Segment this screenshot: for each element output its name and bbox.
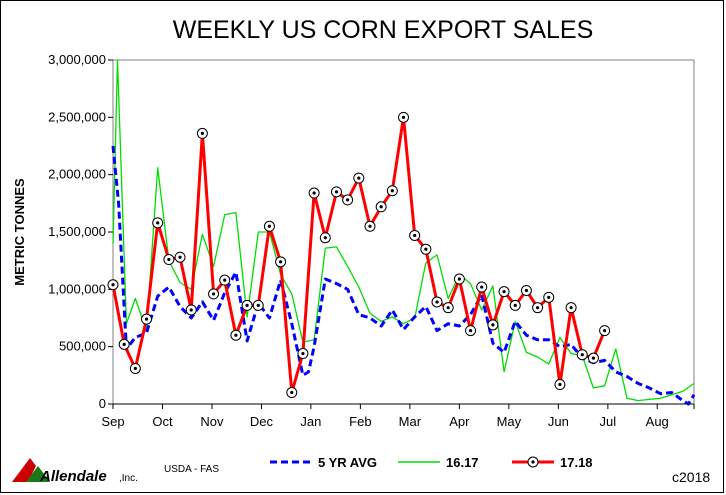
data-point-dot (535, 306, 540, 310)
series-line-5-yr-avg (111, 145, 696, 406)
copyright: c2018 (672, 469, 710, 485)
data-point-dot (401, 115, 406, 119)
data-point-dot (323, 236, 327, 240)
y-tick-label: 1,500,000 (48, 224, 106, 239)
data-point-dot (547, 295, 551, 299)
data-point-dot (256, 303, 260, 307)
data-point-dot (234, 333, 238, 337)
data-point-dot (312, 191, 316, 195)
data-point-dot (569, 306, 573, 310)
data-point-dot (156, 221, 160, 225)
legend-label: 16.17 (446, 455, 479, 470)
x-tick-label: Feb (349, 414, 371, 429)
data-point-dot (167, 257, 171, 262)
data-point-dot (278, 260, 283, 264)
data-point-dot (457, 277, 461, 281)
data-point-dot (368, 224, 372, 228)
data-point-dot (178, 255, 182, 259)
data-point-dot (290, 390, 294, 395)
chart-title: WEEKLY US CORN EXPORT SALES (173, 16, 594, 44)
y-tick-label: 3,000,000 (48, 52, 106, 67)
data-point-dot (491, 323, 495, 327)
x-tick-label: Apr (449, 414, 470, 429)
data-point-dot (502, 290, 506, 294)
data-point-dot (357, 176, 361, 180)
data-point-dot (144, 317, 149, 321)
logo-mark-red (12, 458, 36, 482)
plot-border (112, 59, 695, 405)
series-layer (107, 59, 696, 406)
x-tick-label: May (497, 414, 522, 429)
x-tick-label: Dec (250, 414, 274, 429)
y-tick-label: 500,000 (59, 339, 106, 354)
data-point-dot (346, 198, 350, 202)
data-point-dot (189, 308, 193, 312)
logo-name: Allendale (39, 468, 107, 485)
x-tick-label: Oct (152, 414, 173, 429)
y-tick-label: 2,000,000 (48, 167, 106, 182)
x-axis: Sep Oct Nov Dec Jan Feb Mar Apr May Jun Jul Aug (101, 403, 695, 429)
data-point-dot (446, 306, 450, 310)
data-point-dot (245, 303, 249, 307)
plot-area (112, 59, 695, 405)
data-point-dot (390, 189, 394, 193)
y-tick-label: 1,000,000 (48, 281, 106, 296)
series-line-16-17 (112, 59, 695, 402)
x-tick-label: Jan (300, 414, 321, 429)
legend-label: 17.18 (560, 455, 593, 470)
data-point-dot (424, 247, 428, 251)
data-point-dot (580, 353, 584, 357)
legend-marker-dot (531, 460, 535, 464)
data-point-dot (301, 351, 305, 356)
data-point-dot (468, 329, 473, 333)
data-point-dot (111, 283, 115, 287)
x-tick-label: Sep (101, 414, 124, 429)
data-point-dot (480, 285, 484, 289)
x-tick-label: Jun (548, 414, 569, 429)
data-point-dot (200, 131, 204, 135)
y-axis-label: METRIC TONNES (12, 178, 27, 286)
x-tick-label: Mar (399, 414, 422, 429)
source-note: USDA - FAS (164, 464, 219, 475)
y-axis: 0 500,000 1,000,000 1,500,000 2,000,000 2,500… (48, 52, 113, 411)
logo-suffix: ,Inc. (119, 473, 138, 484)
x-tick-label: Aug (646, 414, 669, 429)
legend: 5 YR AVG 16.17 17.18 (270, 455, 593, 470)
data-point-dot (267, 224, 272, 228)
legend-label: 5 YR AVG (318, 455, 377, 470)
x-tick-label: Nov (200, 414, 224, 429)
data-point-dot (223, 278, 227, 282)
logo-mark-green (26, 466, 50, 482)
data-point-dot (513, 303, 517, 307)
data-point-dot (334, 190, 339, 194)
data-point-dot (524, 288, 529, 293)
data-point-dot (603, 329, 607, 333)
data-point-dot (558, 382, 562, 387)
x-tick-label: Jul (600, 414, 617, 429)
data-point-dot (379, 205, 383, 209)
data-point-dot (211, 292, 216, 296)
y-tick-label: 2,500,000 (48, 109, 106, 124)
data-point-dot (133, 366, 137, 371)
data-point-dot (435, 300, 439, 304)
data-point-dot (122, 342, 126, 346)
y-tick-label: 0 (99, 396, 106, 411)
allendale-logo: Allendale ,Inc. (12, 458, 138, 485)
data-point-dot (591, 356, 596, 360)
data-point-dot (413, 233, 417, 238)
